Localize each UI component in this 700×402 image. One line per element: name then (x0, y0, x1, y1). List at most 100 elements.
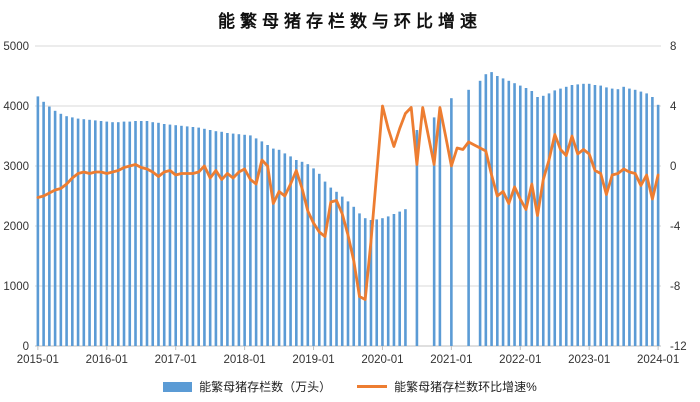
left-axis-tick-label: 0 (23, 341, 29, 353)
bar (576, 84, 580, 347)
bar (645, 93, 648, 347)
bar (484, 74, 488, 346)
x-axis-tick-label: 2017-01 (155, 354, 197, 366)
x-axis-tick-label: 2019-01 (292, 354, 334, 366)
left-axis-tick-label: 1000 (3, 281, 29, 293)
bar (180, 125, 183, 346)
chart-legend: 能繁母猪存栏数（万头） 能繁母猪存栏数环比增速% (0, 378, 700, 395)
bar (392, 214, 396, 346)
bar (358, 213, 361, 346)
right-axis-tick-label: 0 (670, 161, 676, 173)
bar (381, 218, 384, 346)
bar (185, 126, 189, 347)
right-axis-tick-label: -8 (670, 281, 680, 293)
bar (249, 135, 252, 346)
bar (369, 220, 373, 346)
bar (157, 122, 160, 346)
bar (582, 83, 585, 347)
mom-growth-line (36, 104, 660, 301)
bar (415, 130, 419, 346)
legend-item-line[interactable]: 能繁母猪存栏数环比增速% (357, 378, 537, 395)
bar (71, 117, 74, 347)
bar (99, 121, 103, 346)
bar (335, 191, 338, 346)
bar (151, 122, 155, 346)
x-axis-tick-label: 2023-01 (568, 354, 610, 366)
bar (363, 218, 367, 346)
bar (570, 85, 574, 346)
bar (145, 121, 149, 346)
left-axis-tick-label: 4000 (3, 101, 29, 113)
bar (191, 127, 195, 346)
bar (518, 85, 522, 346)
bar (122, 121, 126, 346)
bar (541, 95, 545, 346)
bar (243, 134, 246, 346)
bar (266, 145, 269, 346)
bar (587, 83, 591, 347)
bar (174, 125, 178, 346)
bar (610, 88, 614, 346)
bar (312, 168, 315, 346)
bar (651, 97, 654, 346)
bar (111, 122, 114, 346)
bar (564, 86, 568, 347)
bar (197, 127, 200, 346)
x-axis-tick-label: 2024-01 (637, 354, 679, 366)
bar (237, 134, 241, 346)
x-axis-tick-label: 2018-01 (224, 354, 266, 366)
bar-series-swatch-icon (163, 381, 193, 392)
bar (467, 89, 470, 347)
bar (496, 76, 499, 346)
bar (432, 117, 436, 347)
bar (231, 133, 235, 346)
x-axis-tick-label: 2020-01 (361, 354, 403, 366)
bar (76, 118, 80, 346)
bar (524, 88, 528, 346)
legend-line-label: 能繁母猪存栏数环比增速% (394, 380, 537, 394)
bar (208, 130, 212, 346)
bar (398, 211, 401, 346)
bar (605, 87, 608, 347)
bar (214, 131, 218, 346)
bar (260, 141, 264, 346)
bar (295, 160, 298, 346)
bar (616, 89, 620, 346)
bar (438, 108, 442, 347)
left-axis-tick-label: 2000 (3, 221, 29, 233)
bar (36, 96, 40, 347)
bar (490, 72, 493, 346)
bar (639, 91, 643, 346)
bar (317, 173, 321, 346)
bar (536, 97, 539, 346)
bar (283, 153, 287, 346)
bar (404, 209, 407, 346)
legend-item-bar[interactable]: 能繁母猪存栏数（万头） (163, 378, 331, 395)
right-axis-tick-label: -4 (670, 221, 681, 233)
bar (168, 124, 172, 346)
bar (289, 156, 292, 346)
bar (329, 187, 333, 346)
right-axis-tick-label: -12 (670, 341, 687, 353)
bar (48, 106, 51, 346)
bar (375, 219, 379, 346)
line-series-swatch-icon (357, 385, 388, 388)
bar (340, 196, 344, 346)
bar (42, 101, 45, 346)
bar (599, 85, 602, 346)
bar (450, 98, 453, 346)
x-axis-tick-label: 2016-01 (86, 354, 128, 366)
bar (593, 85, 597, 346)
chart-title: 能繁母猪存栏数与环比增速 (218, 12, 482, 31)
bar (254, 138, 258, 346)
bar (134, 121, 137, 346)
left-axis-tick-label: 5000 (3, 41, 29, 53)
bar (478, 80, 482, 347)
x-axis-tick-label: 2015-01 (17, 354, 59, 366)
x-axis-tick-label: 2022-01 (499, 354, 541, 366)
legend-bar-label: 能繁母猪存栏数（万头） (199, 380, 332, 394)
bar (277, 149, 281, 346)
bar (82, 119, 86, 346)
bar (323, 181, 327, 346)
bar (547, 93, 551, 347)
